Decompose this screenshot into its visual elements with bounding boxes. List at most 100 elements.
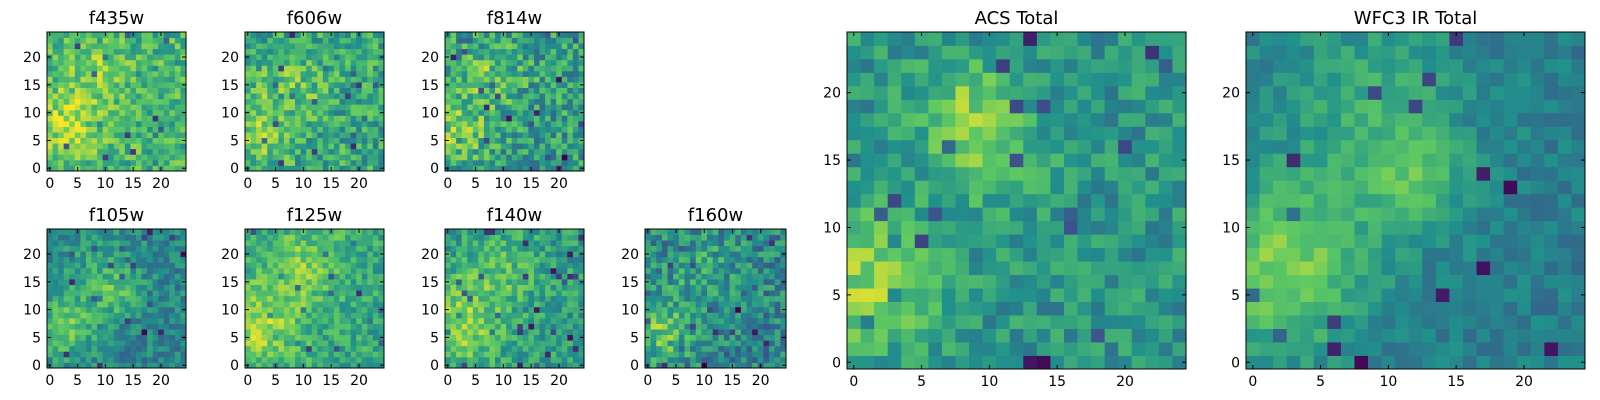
heatmap-cell <box>467 65 474 72</box>
heatmap-cell <box>445 93 451 100</box>
heatmap-cell <box>757 273 764 280</box>
heatmap-cell <box>278 323 285 330</box>
heatmap-cell <box>456 273 463 280</box>
heatmap-cell <box>1131 234 1146 249</box>
heatmap-cell <box>528 290 535 297</box>
heatmap-cell <box>456 295 463 302</box>
heatmap-cell <box>295 234 301 241</box>
x-tick-label: 10 <box>96 176 114 192</box>
heatmap-cell <box>256 306 263 313</box>
heatmap-cell <box>345 65 352 72</box>
heatmap-cell <box>141 284 148 291</box>
heatmap-cell <box>141 290 148 297</box>
heatmap-cell <box>650 312 657 319</box>
heatmap-cell <box>701 351 708 358</box>
heatmap-cell <box>180 43 187 50</box>
heatmap-cell <box>124 256 131 263</box>
heatmap-cell <box>545 329 552 336</box>
heatmap-cell <box>887 342 902 356</box>
heatmap-cell <box>58 143 65 150</box>
y-tick-label: 10 <box>221 106 239 122</box>
heatmap-cell <box>774 295 781 302</box>
heatmap-cell <box>1063 207 1078 222</box>
heatmap-cell <box>539 143 546 150</box>
heatmap-cell <box>108 59 115 66</box>
heatmap-cell <box>729 329 736 336</box>
y-tick-label: 5 <box>430 133 439 149</box>
heatmap-cell <box>147 334 154 341</box>
heatmap-cell <box>701 256 708 263</box>
heatmap-cell <box>1091 274 1106 289</box>
heatmap-cell <box>572 159 579 166</box>
heatmap-cell <box>300 159 307 166</box>
heatmap-cell <box>901 261 916 276</box>
heatmap-cell <box>113 32 120 38</box>
heatmap-cell <box>261 301 268 308</box>
heatmap-cell <box>707 240 714 247</box>
heatmap-cell <box>712 329 719 336</box>
heatmap-cell <box>350 356 357 363</box>
heatmap-cell <box>456 126 463 133</box>
heatmap-cell <box>874 328 889 343</box>
heatmap-cell <box>58 104 65 111</box>
heatmap-cell <box>472 159 479 166</box>
heatmap-cell <box>169 267 176 274</box>
heatmap-cell <box>545 256 552 263</box>
heatmap-cell <box>152 70 159 77</box>
heatmap-cell <box>901 153 916 168</box>
heatmap-cell <box>356 256 363 263</box>
heatmap-cell <box>1077 355 1092 370</box>
heatmap-cell <box>445 234 451 241</box>
heatmap-cell <box>74 301 81 308</box>
heatmap-cell <box>322 137 329 144</box>
heatmap-cell <box>350 334 357 341</box>
heatmap-cell <box>572 345 579 352</box>
heatmap-cell <box>283 295 290 302</box>
heatmap-cell <box>740 356 747 363</box>
heatmap-cell <box>356 132 363 139</box>
heatmap-cell <box>311 70 318 77</box>
heatmap-cell <box>250 273 257 280</box>
heatmap-cell <box>113 65 120 72</box>
heatmap-cell <box>180 240 187 247</box>
heatmap-cell <box>684 240 691 247</box>
heatmap-cell <box>102 356 109 363</box>
heatmap-cell <box>317 284 324 291</box>
heatmap-cell <box>522 306 529 313</box>
heatmap-cell <box>378 93 385 100</box>
heatmap-cell <box>969 193 983 208</box>
heatmap-cell <box>661 284 668 291</box>
heatmap-cell <box>267 109 274 116</box>
heatmap-cell <box>533 273 540 280</box>
heatmap-cell <box>450 234 457 241</box>
heatmap-cell <box>135 329 142 336</box>
heatmap-cell <box>85 37 92 44</box>
heatmap-cell <box>52 109 59 116</box>
heatmap-cell <box>533 132 540 139</box>
heatmap-cell <box>261 143 268 150</box>
heatmap-cell <box>250 323 257 330</box>
heatmap-cell <box>489 137 496 144</box>
heatmap-cell <box>350 115 357 122</box>
heatmap-cell <box>306 273 313 280</box>
heatmap-cell <box>295 267 301 274</box>
heatmap-cell <box>506 240 513 247</box>
heatmap-cell <box>506 87 513 94</box>
heatmap-cell <box>289 143 296 150</box>
heatmap-cell <box>539 137 546 144</box>
heatmap-cell <box>69 76 76 83</box>
heatmap-cell <box>847 315 861 329</box>
heatmap-cell <box>561 120 568 127</box>
heatmap-cell <box>478 65 485 72</box>
heatmap-cell <box>256 240 263 247</box>
heatmap-cell <box>561 345 568 352</box>
heatmap-cell <box>180 126 187 133</box>
heatmap-cell <box>152 93 159 100</box>
heatmap-cell <box>339 317 346 324</box>
heatmap-cell <box>163 345 170 352</box>
heatmap-cell <box>47 345 53 352</box>
heatmap-cell <box>656 312 663 319</box>
heatmap-cell <box>311 295 318 302</box>
heatmap-cell <box>278 148 285 155</box>
